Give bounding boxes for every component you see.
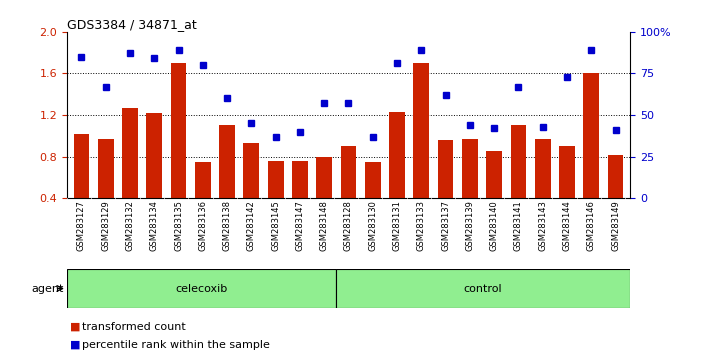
Text: ■: ■ [70,322,81,332]
Bar [486,152,502,198]
Text: GSM283148: GSM283148 [320,200,329,251]
Bar [413,63,429,198]
Text: GSM283140: GSM283140 [490,200,498,251]
Bar [98,139,113,198]
Text: GSM283135: GSM283135 [174,200,183,251]
Bar [219,125,235,198]
Bar [67,269,337,308]
Bar [438,140,453,198]
Bar [559,146,575,198]
Text: agent: agent [31,284,63,293]
Text: GSM283147: GSM283147 [296,200,304,251]
Bar [341,146,356,198]
Bar [584,73,599,198]
Bar [389,112,405,198]
Bar [73,134,89,198]
Text: GSM283130: GSM283130 [368,200,377,251]
Text: GSM283127: GSM283127 [77,200,86,251]
Bar [122,108,138,198]
Bar [608,155,624,198]
Bar [535,139,551,198]
Bar [337,269,630,308]
Text: celecoxib: celecoxib [175,284,227,293]
Text: GSM283138: GSM283138 [222,200,232,251]
Text: GSM283132: GSM283132 [125,200,134,251]
Bar [510,125,527,198]
Text: GSM283133: GSM283133 [417,200,426,251]
Text: GSM283136: GSM283136 [199,200,207,251]
Text: GSM283129: GSM283129 [101,200,111,251]
Text: GSM283142: GSM283142 [247,200,256,251]
Bar [365,162,381,198]
Bar [316,156,332,198]
Text: GSM283144: GSM283144 [562,200,572,251]
Bar [268,161,284,198]
Text: GSM283139: GSM283139 [465,200,474,251]
Text: GSM283128: GSM283128 [344,200,353,251]
Text: control: control [464,284,503,293]
Text: GSM283134: GSM283134 [150,200,159,251]
Text: GSM283149: GSM283149 [611,200,620,251]
Text: GSM283131: GSM283131 [393,200,401,251]
Text: GDS3384 / 34871_at: GDS3384 / 34871_at [67,18,196,31]
Bar [170,63,187,198]
Bar [462,139,478,198]
Bar [146,113,162,198]
Text: GSM283141: GSM283141 [514,200,523,251]
Text: GSM283143: GSM283143 [538,200,547,251]
Text: GSM283137: GSM283137 [441,200,450,251]
Text: GSM283146: GSM283146 [586,200,596,251]
Text: ■: ■ [70,340,81,350]
Text: transformed count: transformed count [82,322,186,332]
Bar [292,161,308,198]
Bar [195,162,210,198]
Text: GSM283145: GSM283145 [271,200,280,251]
Text: percentile rank within the sample: percentile rank within the sample [82,340,270,350]
Bar [244,143,259,198]
